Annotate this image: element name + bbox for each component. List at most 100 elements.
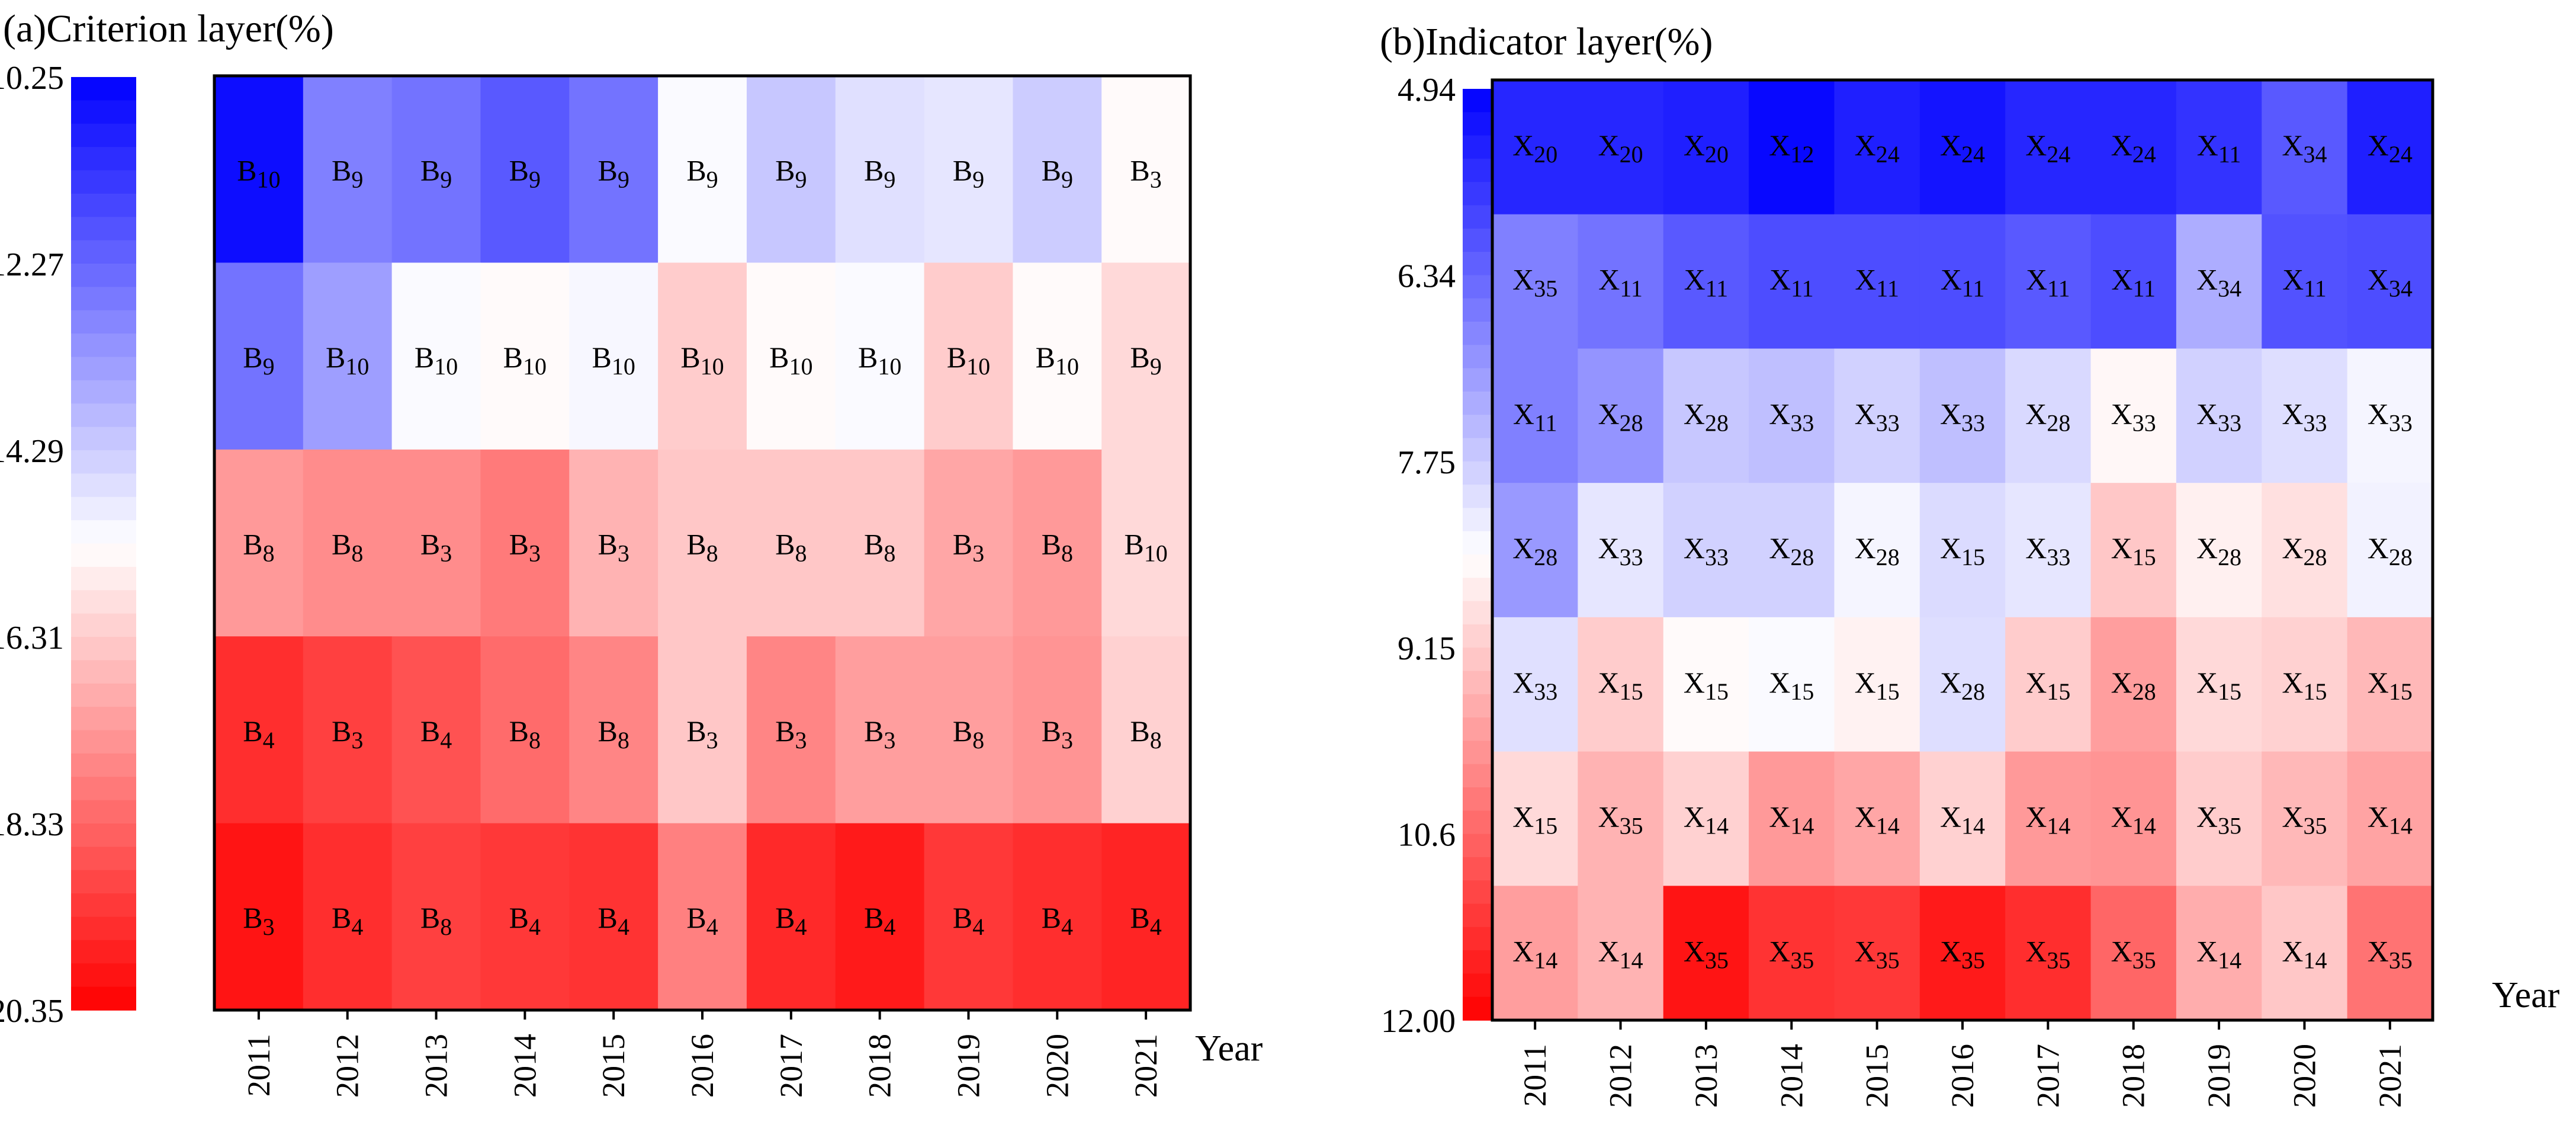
- heatmap-cell: [1663, 483, 1749, 618]
- heatmap-cell: [746, 636, 836, 824]
- colorbar-step: [71, 380, 136, 405]
- cell-label: B9: [1042, 154, 1073, 193]
- heatmap-cell: [1663, 617, 1749, 752]
- cell-label: B9: [332, 154, 363, 193]
- cell-label: B8: [598, 714, 629, 754]
- cell-label: X15: [2025, 666, 2070, 705]
- heatmap-cell: [924, 636, 1013, 824]
- cell-label: X33: [2196, 397, 2241, 436]
- cell-label: X28: [2282, 531, 2327, 570]
- colorbar-step: [71, 823, 136, 848]
- colorbar-step: [71, 566, 136, 591]
- colorbar-step: [71, 660, 136, 684]
- heatmap-cell: [2262, 214, 2348, 350]
- heatmap-cell: [2262, 80, 2348, 215]
- panel-b-title: (b)Indicator layer(%): [1380, 20, 1713, 63]
- heatmap-cell: [746, 262, 836, 450]
- heatmap-cell: [391, 262, 481, 450]
- cell-label: X12: [1769, 129, 1814, 168]
- panel-b-heatmap: [1491, 78, 2434, 1022]
- heatmap-cell: [1101, 636, 1191, 824]
- cell-label: X14: [1512, 934, 1557, 973]
- heatmap-cell: [2262, 886, 2348, 1021]
- cell-label: B10: [769, 341, 812, 380]
- cell-label: X33: [2368, 397, 2413, 436]
- heatmap-cell: [2262, 751, 2348, 886]
- cell-label: X14: [1598, 934, 1643, 973]
- colorbar-tick-label: 12.27: [0, 246, 64, 283]
- cell-label: X15: [1598, 666, 1643, 705]
- cell-label: X33: [1598, 531, 1643, 570]
- cell-label: B8: [420, 901, 452, 940]
- cell-label: X33: [2111, 397, 2156, 436]
- heatmap-cell: [1578, 617, 1664, 752]
- cell-label: B3: [1130, 154, 1161, 193]
- heatmap-cell: [1101, 449, 1191, 637]
- heatmap-cell: [303, 636, 393, 824]
- panel-a-colorbar-ticks: 10.25 12.27 14.29 16.31 18.33 20.35: [0, 60, 64, 1030]
- heatmap-cell: [480, 823, 570, 1011]
- colorbar-step: [71, 310, 136, 334]
- cell-label: B4: [775, 901, 807, 940]
- cell-label: B4: [509, 901, 541, 940]
- heatmap-cell: [924, 262, 1013, 450]
- cell-label: B10: [326, 341, 369, 380]
- cell-label: X15: [1512, 800, 1557, 839]
- heatmap-cell: [1578, 751, 1664, 886]
- cell-label: X14: [1684, 800, 1729, 839]
- cell-label: X35: [1512, 263, 1557, 302]
- colorbar-tick-label: 7.75: [1398, 444, 1456, 481]
- cell-label: X15: [2111, 531, 2156, 570]
- cell-label: X15: [1855, 666, 1900, 705]
- cell-label: X11: [2111, 263, 2156, 302]
- heatmap-cell: [1663, 80, 1749, 215]
- heatmap-cell: [1919, 80, 2006, 215]
- heatmap-cell: [1919, 886, 2006, 1021]
- heatmap-cell: [1663, 348, 1749, 483]
- cell-label: X24: [2368, 129, 2413, 168]
- cell-label: X28: [1940, 666, 1985, 705]
- cell-label: B3: [686, 714, 718, 754]
- x-tick-label: 2014: [507, 1034, 542, 1098]
- heatmap-cell: [1492, 80, 1578, 215]
- cell-label: X20: [1684, 129, 1729, 168]
- cell-label: X35: [1684, 934, 1729, 973]
- cell-label: B8: [332, 527, 363, 566]
- cell-label: X33: [1684, 531, 1729, 570]
- heatmap-cell: [835, 823, 925, 1011]
- colorbar-step: [71, 753, 136, 778]
- heatmap-cell: [1578, 348, 1664, 483]
- cell-label: B10: [858, 341, 901, 380]
- cell-label: X24: [2025, 129, 2070, 168]
- cell-label: X33: [1769, 397, 1814, 436]
- heatmap-cell: [569, 636, 659, 824]
- heatmap-cell: [2176, 80, 2262, 215]
- cell-label: B3: [953, 527, 984, 566]
- heatmap-cell: [480, 449, 570, 637]
- cell-label: X15: [1769, 666, 1814, 705]
- cell-label: B3: [864, 714, 895, 754]
- heatmap-cell: [391, 636, 481, 824]
- x-tick-label: 2021: [2372, 1044, 2408, 1108]
- heatmap-cell: [835, 262, 925, 450]
- cell-label: X33: [1940, 397, 1985, 436]
- panel-b-colorbar-ticks: 4.94 6.34 7.75 9.15 10.6 12.00: [1381, 72, 1456, 1040]
- colorbar-step: [71, 427, 136, 451]
- cell-label: B10: [1036, 341, 1079, 380]
- heatmap-cell: [1492, 348, 1578, 483]
- cell-label: X24: [1855, 129, 1900, 168]
- colorbar-step: [71, 264, 136, 288]
- cell-label: X11: [2197, 129, 2241, 168]
- heatmap-cell: [2347, 617, 2433, 752]
- cell-label: X34: [2196, 263, 2241, 302]
- colorbar-tick-label: 9.15: [1398, 630, 1456, 667]
- heatmap-cell: [1919, 617, 2006, 752]
- heatmap-cell: [1919, 214, 2006, 350]
- colorbar-tick-label: 14.29: [0, 433, 64, 470]
- cell-label: B8: [953, 714, 984, 754]
- cell-label: B3: [509, 527, 541, 566]
- colorbar-step: [71, 730, 136, 754]
- panel-b-x-axis-label: Year: [2492, 975, 2560, 1015]
- heatmap-cell: [1013, 636, 1102, 824]
- heatmap-cell: [2005, 214, 2092, 350]
